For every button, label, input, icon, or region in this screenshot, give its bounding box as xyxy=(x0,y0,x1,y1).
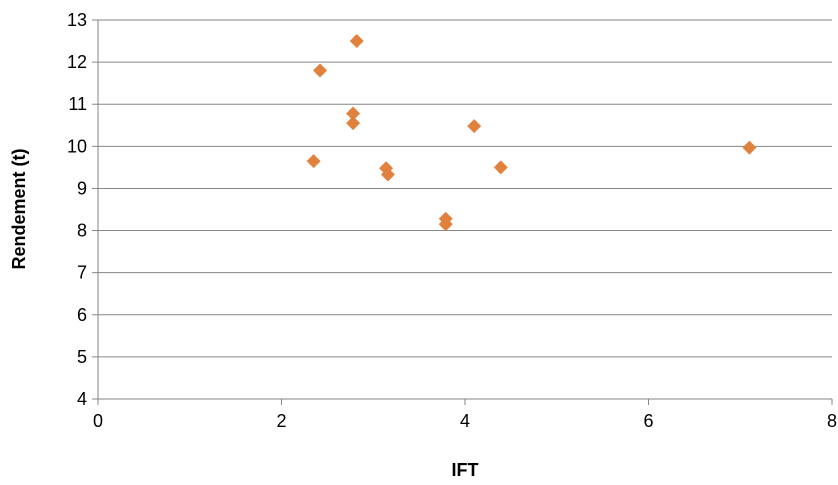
axes xyxy=(92,19,833,405)
y-tick-labels: 4 5 6 7 8 9 10 11 12 13 xyxy=(67,10,87,409)
x-tick-label: 6 xyxy=(643,411,653,431)
data-point-diamond xyxy=(742,140,757,155)
y-tick-label: 10 xyxy=(67,136,87,156)
y-tick-label: 6 xyxy=(77,305,87,325)
x-tick-label: 4 xyxy=(460,411,470,431)
data-point-diamond xyxy=(313,63,328,78)
data-point-diamond xyxy=(493,160,508,175)
data-point-diamond xyxy=(306,154,321,169)
data-point-diamond xyxy=(380,167,395,182)
y-tick-label: 4 xyxy=(77,389,87,409)
data-point-diamond xyxy=(438,217,453,232)
x-tick-labels: 0 2 4 6 8 xyxy=(93,411,837,431)
y-tick-label: 13 xyxy=(67,10,87,30)
x-tick-label: 8 xyxy=(827,411,837,431)
data-point-diamond xyxy=(346,106,361,121)
data-points xyxy=(306,34,757,232)
gridlines xyxy=(98,19,832,358)
data-point-diamond xyxy=(346,116,361,131)
y-tick-label: 7 xyxy=(77,263,87,283)
y-tick-label: 8 xyxy=(77,221,87,241)
data-point-diamond xyxy=(467,119,482,134)
y-axis-title: Rendement (t) xyxy=(9,148,29,269)
x-tick-label: 2 xyxy=(276,411,286,431)
y-tick-label: 5 xyxy=(77,347,87,367)
x-tick-label: 0 xyxy=(93,411,103,431)
x-axis-title: IFT xyxy=(452,460,479,480)
y-tick-label: 12 xyxy=(67,52,87,72)
y-tick-label: 11 xyxy=(68,94,87,114)
y-tick-label: 9 xyxy=(77,178,87,198)
data-point-diamond xyxy=(349,34,364,49)
